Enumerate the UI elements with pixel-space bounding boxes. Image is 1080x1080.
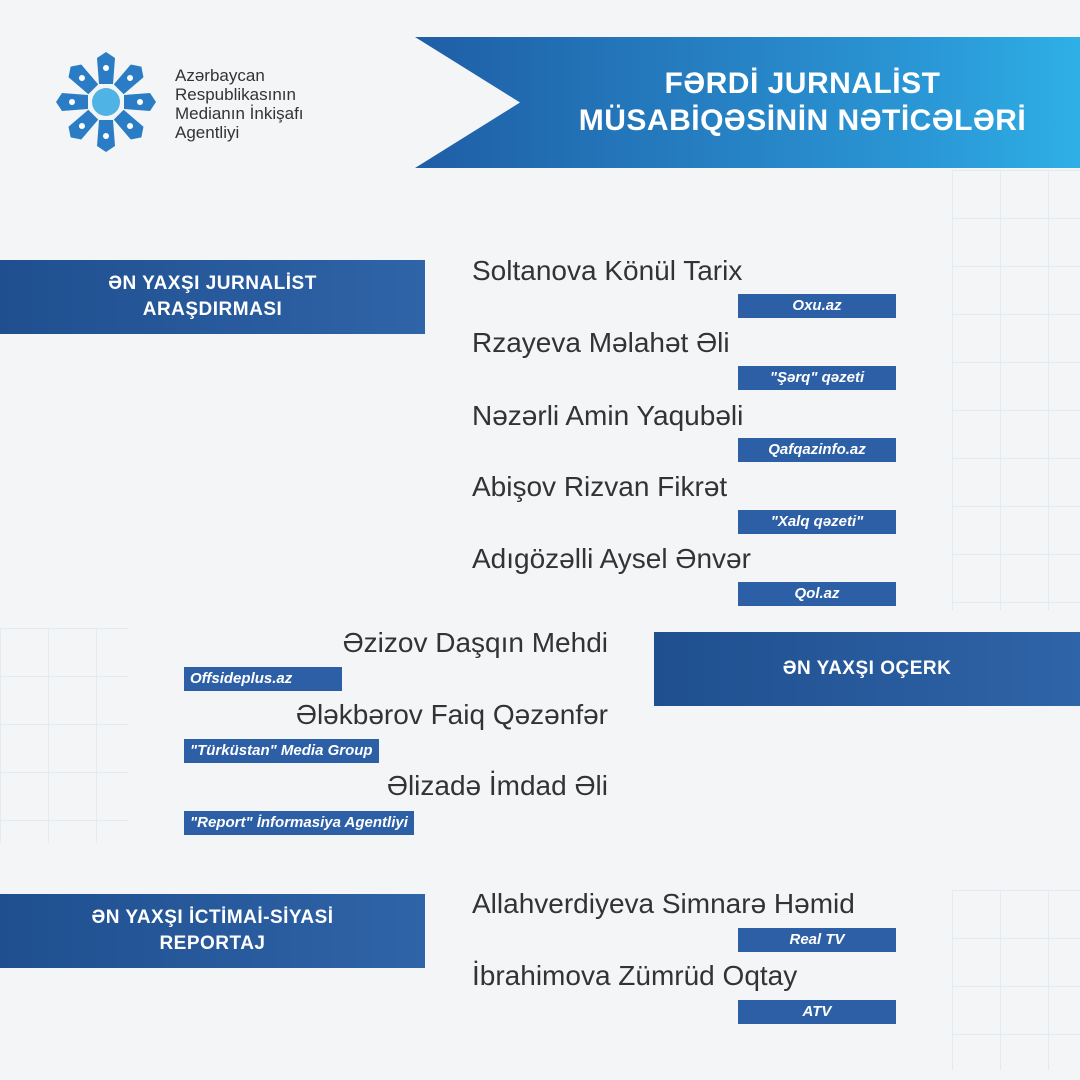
agency-logo-icon [56, 52, 156, 152]
decorative-pattern [952, 170, 1080, 610]
category-line: ƏN YAXŞI İCTİMAİ-SİYASİ [91, 907, 334, 928]
category-line: ƏN YAXŞI JURNALİST [108, 273, 317, 294]
header-banner: FƏRDİ JURNALİST MÜSABİQƏSİNİN NƏTİCƏLƏRİ [415, 37, 1080, 168]
title-line: FƏRDİ JURNALİST [664, 67, 941, 100]
logo-line: Medianın İnkişafı [175, 104, 304, 123]
category-label-investigation: ƏN YAXŞI JURNALİST ARAŞDIRMASI [0, 260, 425, 334]
page-title: FƏRDİ JURNALİST MÜSABİQƏSİNİN NƏTİCƏLƏRİ [525, 65, 1080, 139]
category-line: ƏN YAXŞI OÇERK [782, 658, 952, 679]
outlet-tag: "Report" İnformasiya Agentliyi [184, 811, 414, 835]
logo-line: Agentliyi [175, 123, 240, 142]
logo-line: Azərbaycan [175, 66, 265, 85]
outlet-tag: Qafqazinfo.az [738, 438, 896, 462]
outlet-tag: "Xalq qəzeti" [738, 510, 896, 534]
outlet-tag: Oxu.az [738, 294, 896, 318]
winner-name: Adıgözəlli Aysel Ənvər [472, 543, 751, 574]
category-line: REPORTAJ [159, 933, 266, 954]
winner-name: Əzizov Daşqın Mehdi [342, 627, 608, 658]
outlet-tag: "Türküstan" Media Group [184, 739, 379, 763]
winner-name: Əlizadə İmdad Əli [386, 770, 608, 801]
logo-line: Respublikasının [175, 85, 296, 104]
category-label-reportage: ƏN YAXŞI İCTİMAİ-SİYASİ REPORTAJ [0, 894, 425, 968]
category-label-essay: ƏN YAXŞI OÇERK [654, 632, 1080, 706]
decorative-pattern [952, 890, 1080, 1070]
agency-name: Azərbaycan Respublikasının Medianın İnki… [175, 66, 304, 142]
winner-name: Allahverdiyeva Simnarə Həmid [472, 888, 855, 919]
outlet-tag: ATV [738, 1000, 896, 1024]
winner-name: Soltanova Könül Tarix [472, 255, 743, 286]
outlet-tag: Offsideplus.az [184, 667, 342, 691]
outlet-tag: Qol.az [738, 582, 896, 606]
decorative-pattern [0, 628, 128, 843]
category-line: ARAŞDIRMASI [142, 299, 283, 320]
winner-name: İbrahimova Zümrüd Oqtay [472, 960, 798, 991]
winner-name: Nəzərli Amin Yaqubəli [472, 400, 744, 431]
winner-name: Ələkbərov Faiq Qəzənfər [295, 699, 608, 730]
winner-name: Abişov Rizvan Fikrət [472, 471, 728, 502]
winner-name: Rzayeva Məlahət Əli [472, 327, 730, 358]
outlet-tag: Real TV [738, 928, 896, 952]
outlet-tag: "Şərq" qəzeti [738, 366, 896, 390]
title-line: MÜSABİQƏSİNİN NƏTİCƏLƏRİ [578, 104, 1027, 137]
